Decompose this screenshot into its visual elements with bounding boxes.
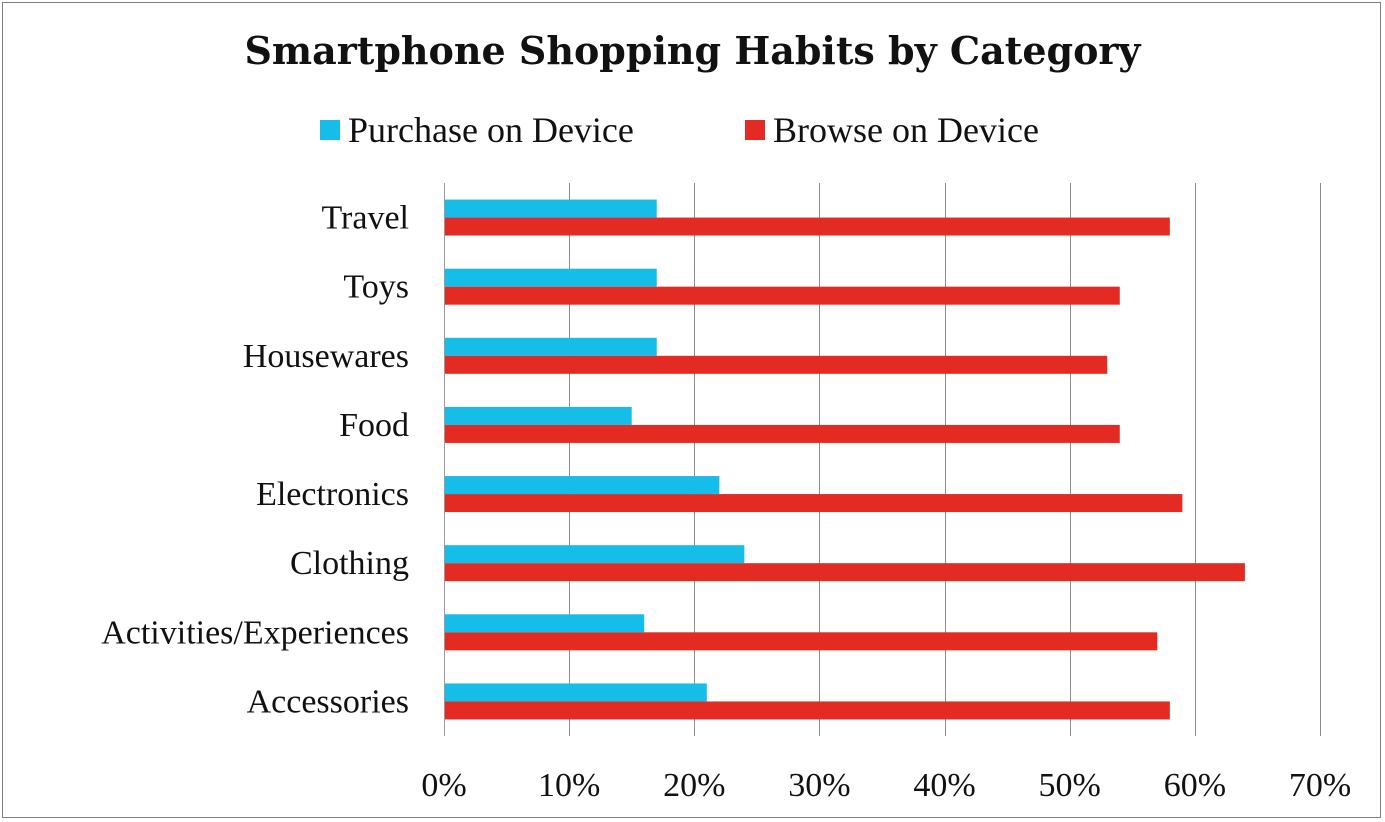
category-label: Food	[339, 407, 409, 444]
bar-browse-housewares	[445, 355, 1108, 374]
bar-browse-travel	[445, 217, 1170, 236]
bar-browse-toys	[445, 286, 1120, 305]
x-tick-labels: 0% 10% 20% 30% 40% 50% 60% 70%	[421, 767, 1351, 804]
bar-purchase-electronics	[445, 476, 720, 495]
x-tick-label: 30%	[788, 767, 850, 804]
category-label: Housewares	[243, 338, 409, 375]
x-tick-label: 60%	[1164, 767, 1226, 804]
x-tick-label: 50%	[1039, 767, 1101, 804]
x-tick-label: 0%	[421, 767, 466, 804]
chart-legend: Purchase on Device Browse on Device	[0, 110, 1385, 150]
x-tick-label: 40%	[913, 767, 975, 804]
bar-browse-activities-experiences	[445, 632, 1158, 651]
category-label: Travel	[321, 200, 409, 237]
bar-purchase-housewares	[445, 337, 657, 356]
legend-swatch-browse	[745, 120, 765, 140]
category-label: Clothing	[290, 545, 409, 582]
bar-browse-food	[445, 424, 1120, 443]
x-tick-label: 10%	[538, 767, 600, 804]
legend-label-browse: Browse on Device	[773, 110, 1039, 150]
category-label: Toys	[343, 269, 409, 306]
x-tick-label: 20%	[663, 767, 725, 804]
bar-purchase-toys	[445, 268, 657, 287]
bar-purchase-activities-experiences	[445, 614, 645, 633]
bar-purchase-accessories	[445, 683, 707, 702]
chart-title: Smartphone Shopping Habits by Category	[244, 28, 1141, 73]
bar-purchase-clothing	[445, 545, 745, 564]
bars	[445, 199, 1245, 720]
category-label: Activities/Experiences	[101, 614, 409, 651]
bar-browse-electronics	[445, 494, 1183, 513]
category-label: Electronics	[256, 476, 409, 513]
bar-purchase-travel	[445, 199, 657, 218]
legend-swatch-purchase	[320, 120, 340, 140]
gridlines	[444, 183, 1321, 736]
category-label: Accessories	[247, 683, 409, 720]
x-tick-label: 70%	[1289, 767, 1351, 804]
legend-label-purchase: Purchase on Device	[348, 110, 634, 150]
bar-purchase-food	[445, 406, 632, 425]
category-labels: Travel Toys Housewares Food Electronics Cloth…	[101, 200, 409, 721]
bar-browse-accessories	[445, 701, 1170, 720]
bar-browse-clothing	[445, 563, 1245, 582]
